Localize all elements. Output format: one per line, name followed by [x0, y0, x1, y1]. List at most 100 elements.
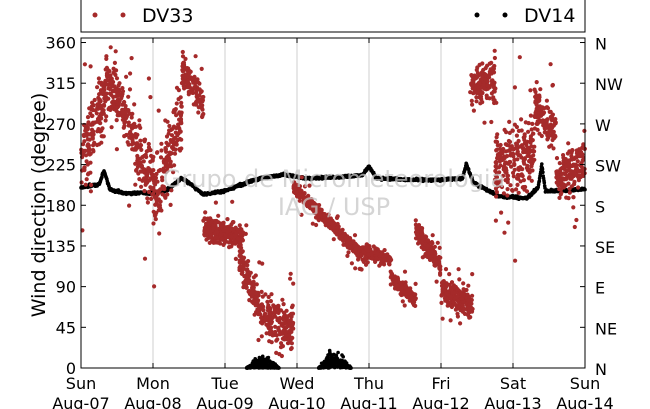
dv33-point — [117, 81, 122, 86]
dv33-point — [151, 154, 156, 160]
legend-marker-dv14-a — [474, 12, 480, 18]
dv33-point — [494, 100, 499, 105]
dv33-point — [214, 218, 219, 224]
dv33-point — [420, 235, 425, 240]
dv33-point — [163, 118, 168, 123]
dv33-point — [490, 69, 496, 74]
dv33-point — [481, 67, 486, 73]
dv33-point — [580, 144, 586, 149]
dv33-point — [416, 234, 421, 239]
dv33-point — [237, 265, 242, 270]
dv33-point — [175, 133, 180, 138]
dv33-point — [456, 267, 461, 272]
dv33-point — [146, 141, 151, 147]
dv33-point — [505, 193, 510, 198]
dv33-point — [437, 263, 442, 268]
dv33-point — [448, 318, 453, 323]
dv33-point — [97, 106, 102, 111]
dv33-point — [202, 232, 207, 237]
x-tick-label-day: Fri — [431, 374, 450, 393]
dv33-point — [174, 101, 179, 106]
dv33-point — [196, 110, 201, 115]
dv33-point — [96, 76, 101, 81]
dv33-point — [532, 126, 538, 131]
dv33-point — [528, 136, 533, 141]
dv33-point — [440, 287, 445, 292]
dv33-point — [130, 111, 135, 116]
dv33-point — [477, 95, 482, 100]
y-tick-label-right: SE — [595, 238, 615, 257]
dv33-point — [144, 172, 149, 177]
dv33-point — [384, 252, 389, 258]
dv33-point — [566, 159, 571, 164]
dv33-point — [337, 230, 342, 235]
dv14-point — [542, 180, 547, 185]
dv33-point — [482, 86, 487, 91]
dv33-point — [331, 237, 336, 242]
dv33-point — [529, 178, 534, 183]
dv33-point — [186, 84, 191, 90]
dv33-point — [512, 162, 517, 167]
dv33-point — [205, 216, 210, 221]
dv33-point — [97, 120, 102, 125]
dv33-point — [158, 199, 163, 204]
dv33-point — [507, 130, 512, 135]
dv33-point — [402, 303, 407, 308]
dv33-point — [259, 315, 264, 320]
dv33-point — [576, 176, 581, 181]
dv33-point — [455, 311, 460, 316]
dv33-point — [114, 118, 119, 123]
dv33-point — [455, 287, 460, 292]
dv33-point — [243, 231, 248, 236]
dv33-point — [142, 256, 148, 261]
dv33-point — [519, 117, 524, 122]
dv33-point — [251, 286, 256, 291]
dv33-point — [521, 178, 527, 183]
dv33-point — [545, 106, 551, 111]
dv33-point — [466, 283, 471, 288]
dv33-point — [256, 308, 261, 314]
dv33-point — [527, 159, 532, 164]
dv33-point — [169, 139, 174, 144]
dv33-point — [238, 252, 243, 257]
dv33-point — [419, 239, 424, 245]
dv33-point — [379, 250, 385, 255]
dv33-point — [264, 331, 269, 336]
dv33-point — [513, 258, 518, 263]
dv33-point — [152, 195, 158, 200]
dv33-point — [279, 341, 284, 346]
dv33-point — [489, 60, 494, 65]
dv33-point — [257, 260, 262, 265]
dv33-point — [355, 251, 360, 256]
dv33-point — [425, 238, 431, 243]
dv33-point — [290, 303, 295, 308]
dv33-point — [493, 86, 498, 91]
dv33-point — [89, 182, 94, 188]
dv33-point — [286, 313, 291, 318]
dv33-point — [240, 238, 245, 243]
dv33-point — [177, 111, 182, 116]
dv33-point — [559, 190, 564, 196]
dv33-point — [199, 66, 204, 71]
dv33-point — [419, 229, 424, 234]
dv33-point — [534, 80, 539, 85]
dv33-point — [227, 245, 232, 250]
dv33-point — [221, 228, 226, 233]
dv33-point — [181, 79, 186, 84]
dv33-point — [345, 253, 350, 258]
y-tick-label: 135 — [45, 237, 76, 256]
dv33-point — [133, 147, 138, 152]
dv33-point — [171, 110, 176, 115]
x-tick-label-day: Sat — [500, 374, 526, 393]
dv33-point — [579, 164, 584, 169]
dv33-point — [148, 95, 153, 100]
dv14-point — [461, 175, 465, 180]
dv33-point — [522, 187, 527, 192]
dv33-point — [227, 227, 232, 233]
dv33-point — [512, 122, 518, 127]
dv33-point — [363, 255, 368, 260]
dv33-point — [552, 117, 557, 122]
dv33-point — [108, 45, 113, 50]
dv33-point — [152, 213, 158, 218]
y-tick-label-right: S — [595, 197, 605, 216]
